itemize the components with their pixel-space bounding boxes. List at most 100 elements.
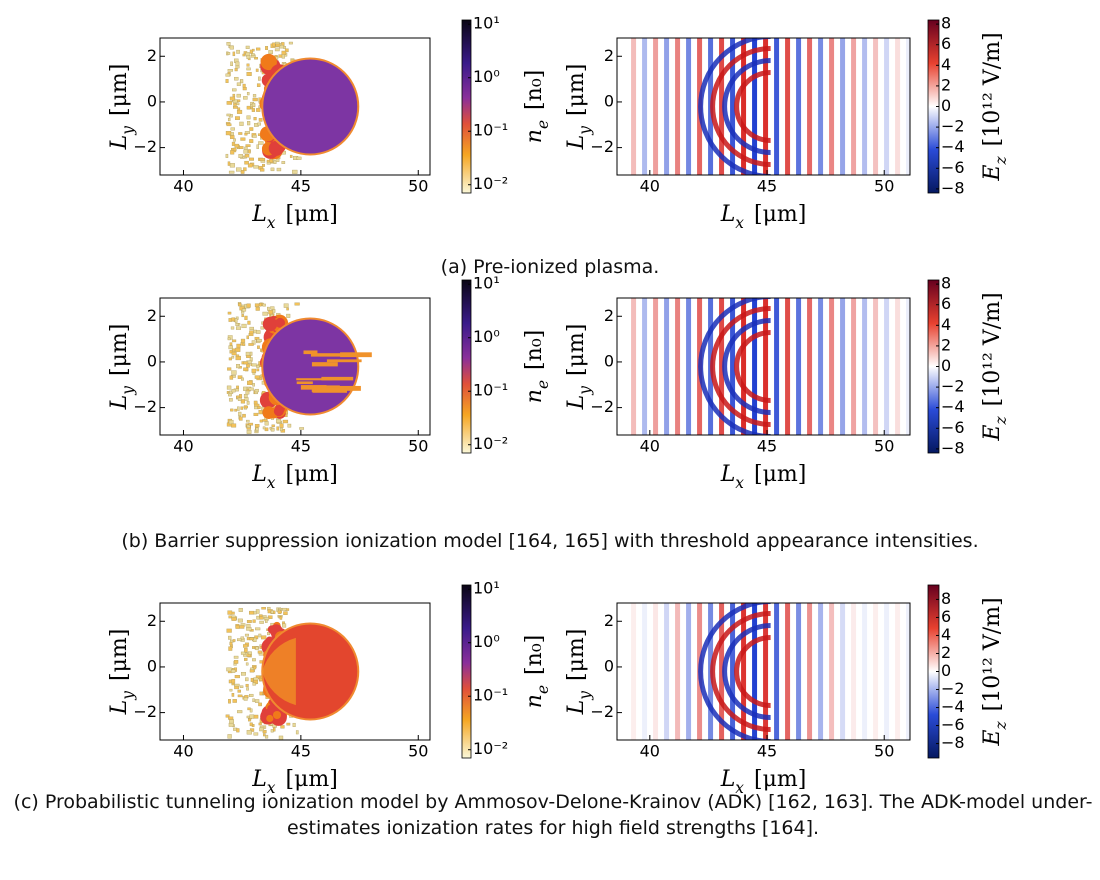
wave-front — [796, 38, 802, 175]
speckle — [237, 406, 240, 411]
label-symbol: L — [564, 700, 589, 716]
speckle — [259, 158, 265, 161]
colorbar-tick-label: 10⁻² — [473, 174, 508, 193]
wave-arc — [698, 298, 771, 435]
speckle — [275, 43, 281, 47]
speckle — [262, 303, 266, 307]
speckle — [235, 354, 240, 358]
x-tick-label: 40 — [173, 177, 193, 196]
speckle — [264, 427, 269, 432]
wave-front — [631, 298, 637, 435]
speckle — [237, 375, 243, 379]
filament — [303, 350, 318, 355]
colorbar-tick-label: 8 — [941, 274, 951, 293]
speckle — [246, 730, 252, 735]
wave-front — [785, 603, 791, 740]
colorbar — [461, 19, 472, 194]
label-symbol: L — [251, 767, 267, 792]
label-subscript: e — [534, 120, 552, 129]
speckle — [232, 93, 236, 97]
y-tick-label: 0 — [604, 656, 614, 675]
speckle — [249, 330, 254, 335]
speckle — [253, 677, 259, 681]
speckle — [227, 117, 231, 122]
speckle — [252, 383, 255, 387]
colorbar-tick-label: 4 — [941, 315, 951, 334]
speckle — [232, 88, 237, 92]
speckle — [237, 694, 243, 698]
speckle — [248, 149, 251, 154]
axes-frame — [159, 297, 431, 436]
speckle — [252, 48, 255, 52]
speckle — [261, 607, 266, 610]
speckle — [242, 413, 246, 418]
speckle — [241, 314, 244, 318]
label-unit: [μm] — [564, 629, 589, 681]
wave-front — [851, 38, 857, 175]
speckle — [249, 728, 255, 732]
speckle — [264, 734, 269, 739]
speckle — [226, 667, 232, 672]
speckle — [286, 307, 289, 311]
wave-front — [763, 603, 769, 740]
speckle — [281, 161, 286, 164]
axis-label: ne [n₀] — [522, 635, 552, 708]
x-tick-label: 50 — [874, 177, 894, 196]
x-tick-label: 45 — [757, 437, 777, 456]
label-subscript: x — [267, 474, 276, 492]
speckle — [254, 57, 258, 60]
wave-front — [631, 603, 637, 740]
speckle — [239, 306, 245, 311]
speckle — [252, 698, 255, 703]
speckle — [239, 625, 245, 629]
plasma — [261, 57, 360, 156]
wave-arc — [734, 635, 771, 708]
wave-front — [774, 298, 780, 435]
speckle — [253, 117, 257, 121]
speckle — [273, 727, 276, 732]
wave-front — [686, 38, 692, 175]
speckle — [231, 423, 237, 428]
colorbar-tick-label: 8 — [941, 589, 951, 608]
speckle — [244, 633, 249, 637]
speckle — [254, 424, 260, 428]
speckle — [254, 388, 259, 393]
speckle — [227, 161, 231, 166]
wave-front — [906, 38, 910, 175]
label-symbol: L — [107, 135, 132, 151]
speckle — [244, 133, 248, 136]
colorbar-tick-label: 10⁰ — [473, 632, 500, 651]
speckle — [231, 693, 235, 697]
wave-front — [829, 603, 835, 740]
speckle — [229, 641, 233, 646]
filament — [296, 378, 333, 381]
speckle — [241, 323, 247, 329]
filament — [324, 385, 340, 388]
label-unit: [μm] — [754, 462, 806, 487]
speckle — [235, 61, 240, 67]
speckle — [262, 730, 267, 734]
axes-frame — [616, 37, 911, 176]
speckle — [259, 616, 264, 620]
wave-front — [642, 298, 648, 435]
y-tick-label: −2 — [133, 397, 157, 416]
speckle — [240, 170, 245, 174]
speckle — [249, 637, 254, 641]
wave-front — [851, 298, 857, 435]
speckle — [264, 421, 269, 426]
wave-front — [807, 603, 813, 740]
speckle — [249, 714, 255, 719]
speckle — [245, 390, 250, 395]
speckle — [246, 419, 250, 423]
x-tick-label: 50 — [408, 437, 428, 456]
speckle — [276, 419, 282, 423]
wave-front — [807, 298, 813, 435]
wave-front — [829, 298, 835, 435]
speckle — [286, 313, 291, 318]
plasma — [261, 317, 360, 416]
speckle — [258, 410, 263, 415]
speckle — [227, 734, 232, 739]
rim-blob — [262, 406, 276, 419]
wave-front — [796, 603, 802, 740]
colorbar-tick-label: 4 — [941, 625, 951, 644]
